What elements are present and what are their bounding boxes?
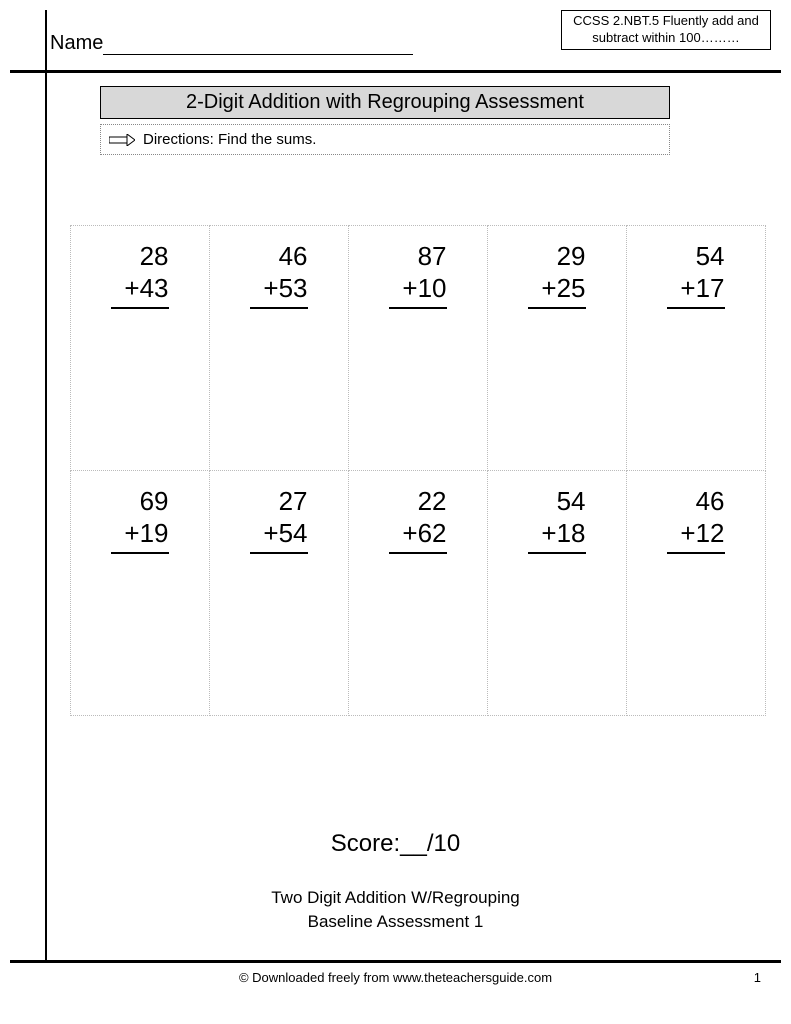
top-number: 22 <box>418 486 447 516</box>
bottom-number: +43 <box>111 272 169 309</box>
problem-cell: 22+62 <box>348 470 488 716</box>
top-number: 46 <box>696 486 725 516</box>
vertical-margin-rule <box>45 10 47 960</box>
directions-box: Directions: Find the sums. <box>100 124 670 155</box>
bottom-rule <box>10 960 781 963</box>
bottom-number: +19 <box>111 517 169 554</box>
problems-grid: 28+43 46+53 87+10 29+25 54+17 69+19 27+5… <box>70 225 765 715</box>
bottom-number: +62 <box>389 517 447 554</box>
name-label: Name <box>50 32 103 54</box>
standards-box: CCSS 2.NBT.5 Fluently add and subtract w… <box>561 10 771 50</box>
problem-cell: 69+19 <box>70 470 210 716</box>
arrow-right-icon <box>109 134 135 146</box>
addition-problem: 27+54 <box>250 485 308 554</box>
addition-problem: 69+19 <box>111 485 169 554</box>
subtitle-line1: Two Digit Addition W/Regrouping <box>0 886 791 910</box>
addition-problem: 46+12 <box>667 485 725 554</box>
problem-cell: 28+43 <box>70 225 210 471</box>
top-number: 69 <box>140 486 169 516</box>
score-line: Score:__/10 <box>0 830 791 858</box>
top-number: 27 <box>279 486 308 516</box>
footer-text: © Downloaded freely from www.theteachers… <box>0 970 791 985</box>
standards-line2: subtract within 100……… <box>566 30 766 47</box>
score-denominator: /10 <box>427 830 460 857</box>
bottom-number: +25 <box>528 272 586 309</box>
bottom-number: +18 <box>528 517 586 554</box>
score-blank: __ <box>400 830 427 857</box>
addition-problem: 87+10 <box>389 240 447 309</box>
name-row: Name <box>50 32 413 55</box>
problem-cell: 54+17 <box>626 225 766 471</box>
bottom-number: +53 <box>250 272 308 309</box>
page-number: 1 <box>754 970 761 985</box>
problem-cell: 29+25 <box>487 225 627 471</box>
addition-problem: 54+18 <box>528 485 586 554</box>
top-number: 87 <box>418 241 447 271</box>
worksheet-title: 2-Digit Addition with Regrouping Assessm… <box>100 86 670 119</box>
subtitle-block: Two Digit Addition W/Regrouping Baseline… <box>0 886 791 934</box>
bottom-number: +17 <box>667 272 725 309</box>
bottom-number: +10 <box>389 272 447 309</box>
problem-cell: 27+54 <box>209 470 349 716</box>
directions-text: Directions: Find the sums. <box>143 131 316 148</box>
addition-problem: 54+17 <box>667 240 725 309</box>
top-number: 54 <box>557 486 586 516</box>
addition-problem: 29+25 <box>528 240 586 309</box>
problem-cell: 46+12 <box>626 470 766 716</box>
top-rule <box>10 70 781 73</box>
name-blank-line[interactable] <box>103 54 413 55</box>
addition-problem: 46+53 <box>250 240 308 309</box>
top-number: 54 <box>696 241 725 271</box>
bottom-number: +54 <box>250 517 308 554</box>
top-number: 28 <box>140 241 169 271</box>
standards-line1: CCSS 2.NBT.5 Fluently add and <box>566 13 766 30</box>
problem-cell: 46+53 <box>209 225 349 471</box>
score-label: Score: <box>331 830 400 857</box>
top-number: 46 <box>279 241 308 271</box>
addition-problem: 22+62 <box>389 485 447 554</box>
subtitle-line2: Baseline Assessment 1 <box>0 910 791 934</box>
top-number: 29 <box>557 241 586 271</box>
problem-cell: 87+10 <box>348 225 488 471</box>
bottom-number: +12 <box>667 517 725 554</box>
problem-cell: 54+18 <box>487 470 627 716</box>
addition-problem: 28+43 <box>111 240 169 309</box>
